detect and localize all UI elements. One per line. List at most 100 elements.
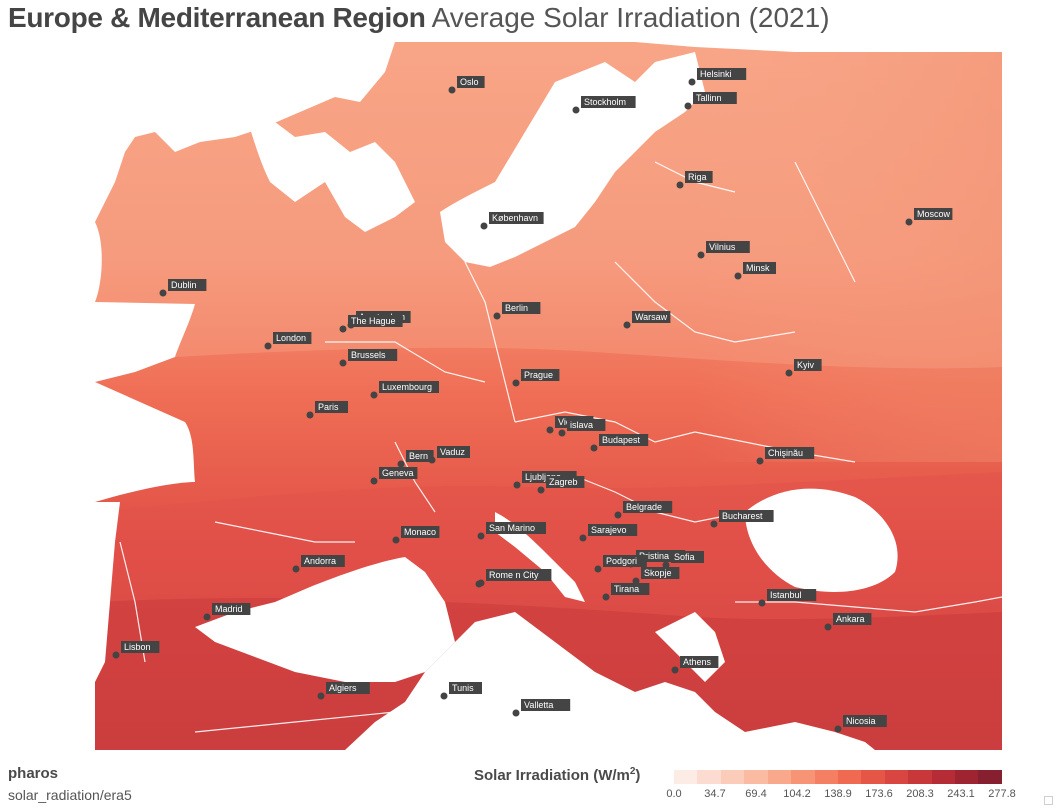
city-dot[interactable]	[710, 520, 718, 528]
city-dot[interactable]	[448, 86, 456, 94]
city-dot[interactable]	[306, 411, 314, 419]
city-marker[interactable]: Lisbon	[112, 641, 160, 659]
city-dot[interactable]	[112, 651, 120, 659]
city-marker[interactable]: Podgori	[594, 555, 647, 573]
city-marker[interactable]: Tallinn	[684, 92, 737, 110]
city-marker[interactable]: San Marino	[477, 522, 547, 540]
city-dot[interactable]	[397, 460, 405, 468]
city-dot[interactable]	[662, 561, 670, 569]
city-marker[interactable]: Algiers	[317, 682, 370, 700]
city-label-bg	[671, 551, 704, 563]
city-dot[interactable]	[676, 181, 684, 189]
city-dot[interactable]	[370, 391, 378, 399]
city-marker[interactable]: Berlin	[493, 302, 541, 320]
city-dot[interactable]	[734, 272, 742, 280]
city-marker[interactable]: London	[264, 332, 312, 350]
map-canvas[interactable]: Oslo Stockholm Helsinki Tallinn Riga Københav…	[95, 42, 1002, 750]
city-marker[interactable]: Belgrade	[614, 501, 673, 519]
city-marker[interactable]: islava	[558, 419, 606, 437]
city-dot[interactable]	[477, 532, 485, 540]
city-marker[interactable]: Stockholm	[572, 96, 636, 114]
corner-control[interactable]	[1044, 796, 1053, 805]
city-marker[interactable]: Sofia	[662, 551, 705, 569]
city-marker[interactable]: Bucharest	[710, 510, 774, 528]
city-marker[interactable]: Chişinău	[756, 447, 815, 465]
city-marker[interactable]: Tunis	[440, 682, 483, 700]
city-dot[interactable]	[392, 536, 400, 544]
map-svg[interactable]: Oslo Stockholm Helsinki Tallinn Riga Københav…	[95, 42, 1002, 750]
city-dot[interactable]	[834, 725, 842, 733]
city-dot[interactable]	[292, 565, 300, 573]
city-marker[interactable]: Vaduz	[428, 446, 471, 464]
city-marker[interactable]: Zagreb	[537, 476, 585, 494]
city-dot[interactable]	[697, 251, 705, 259]
city-marker[interactable]: Tirana	[602, 583, 650, 601]
city-label: Minsk	[746, 263, 770, 273]
city-dot[interactable]	[440, 692, 448, 700]
city-marker[interactable]: Oslo	[448, 76, 485, 94]
city-marker[interactable]: Paris	[306, 401, 349, 419]
city-marker[interactable]: Istanbul	[758, 589, 817, 607]
city-dot[interactable]	[480, 222, 488, 230]
city-dot[interactable]	[493, 312, 501, 320]
city-marker[interactable]: Helsinki	[688, 68, 747, 86]
city-dot[interactable]	[684, 102, 692, 110]
city-dot[interactable]	[370, 477, 378, 485]
city-marker[interactable]	[475, 580, 483, 588]
city-marker[interactable]: Budapest	[590, 434, 649, 452]
city-dot[interactable]	[513, 481, 521, 489]
city-marker[interactable]: Madrid	[203, 603, 251, 621]
city-dot[interactable]	[756, 457, 764, 465]
city-dot[interactable]	[512, 709, 520, 717]
city-dot[interactable]	[758, 599, 766, 607]
city-marker[interactable]: Minsk	[734, 262, 777, 280]
city-marker[interactable]: Warsaw	[623, 311, 671, 329]
city-marker[interactable]: Vilnius	[697, 241, 750, 259]
city-dot[interactable]	[428, 456, 436, 464]
city-marker[interactable]: Prague	[512, 369, 560, 387]
city-marker[interactable]: Kyiv	[785, 359, 822, 377]
city-marker[interactable]: Riga	[676, 171, 713, 189]
city-marker[interactable]: Nicosia	[834, 715, 887, 733]
city-dot[interactable]	[824, 623, 832, 631]
city-dot[interactable]	[602, 593, 610, 601]
city-dot[interactable]	[632, 577, 640, 585]
border-ru-lv	[794, 161, 856, 283]
city-dot[interactable]	[159, 289, 167, 297]
city-dot[interactable]	[512, 379, 520, 387]
city-dot[interactable]	[339, 325, 347, 333]
city-marker[interactable]: The Hague	[339, 315, 403, 333]
city-dot[interactable]	[558, 429, 566, 437]
city-marker[interactable]: Ankara	[824, 613, 872, 631]
city-marker[interactable]: Dublin	[159, 279, 207, 297]
city-dot[interactable]	[264, 342, 272, 350]
city-marker[interactable]: Athens	[671, 656, 719, 674]
city-dot[interactable]	[623, 321, 631, 329]
city-dot[interactable]	[614, 511, 622, 519]
city-dot[interactable]	[339, 359, 347, 367]
city-dot[interactable]	[579, 534, 587, 542]
city-dot[interactable]	[688, 78, 696, 86]
city-dot[interactable]	[785, 369, 793, 377]
city-dot[interactable]	[203, 613, 211, 621]
city-dot[interactable]	[317, 692, 325, 700]
city-marker[interactable]: Bern	[397, 450, 434, 468]
city-marker[interactable]: Brussels	[339, 349, 398, 367]
city-marker[interactable]: Moscow	[905, 208, 953, 226]
city-marker[interactable]: Skopje	[632, 567, 680, 585]
city-dot[interactable]	[594, 565, 602, 573]
city-marker[interactable]: Geneva	[370, 467, 418, 485]
city-dot[interactable]	[572, 106, 580, 114]
city-dot[interactable]	[475, 580, 483, 588]
city-dot[interactable]	[537, 486, 545, 494]
city-dot[interactable]	[905, 218, 913, 226]
city-dot[interactable]	[671, 666, 679, 674]
city-marker[interactable]: Sarajevo	[579, 524, 638, 542]
city-dot[interactable]	[546, 426, 554, 434]
city-marker[interactable]: Andorra	[292, 555, 345, 573]
city-marker[interactable]: Luxembourg	[370, 381, 440, 399]
city-marker[interactable]: København	[480, 212, 544, 230]
city-dot[interactable]	[590, 444, 598, 452]
city-marker[interactable]: Valletta	[512, 699, 571, 717]
city-marker[interactable]: Monaco	[392, 526, 440, 544]
